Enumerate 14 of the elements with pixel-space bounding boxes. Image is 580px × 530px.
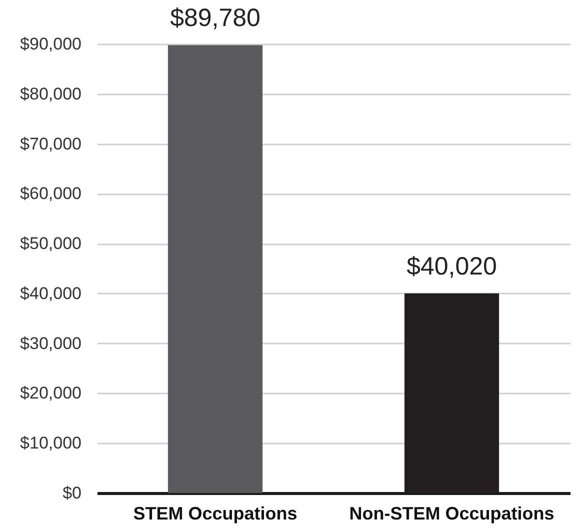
y-tick-label: $0 xyxy=(62,484,82,502)
y-tick-label: $80,000 xyxy=(20,84,82,104)
y-tick-label: $20,000 xyxy=(20,384,82,403)
x-tick-label: STEM Occupations xyxy=(133,504,298,524)
x-tick-label: Non-STEM Occupations xyxy=(349,504,554,524)
y-tick-label: $50,000 xyxy=(20,234,82,254)
y-tick-label: $90,000 xyxy=(20,34,82,54)
y-tick-label: $10,000 xyxy=(20,434,82,453)
data-label: $40,020 xyxy=(406,252,497,280)
y-tick-label: $40,000 xyxy=(20,284,82,303)
y-tick-label: $60,000 xyxy=(20,184,82,204)
data-label: $89,780 xyxy=(170,4,260,32)
y-tick-label: $70,000 xyxy=(20,134,82,154)
y-tick-label: $30,000 xyxy=(20,334,82,353)
